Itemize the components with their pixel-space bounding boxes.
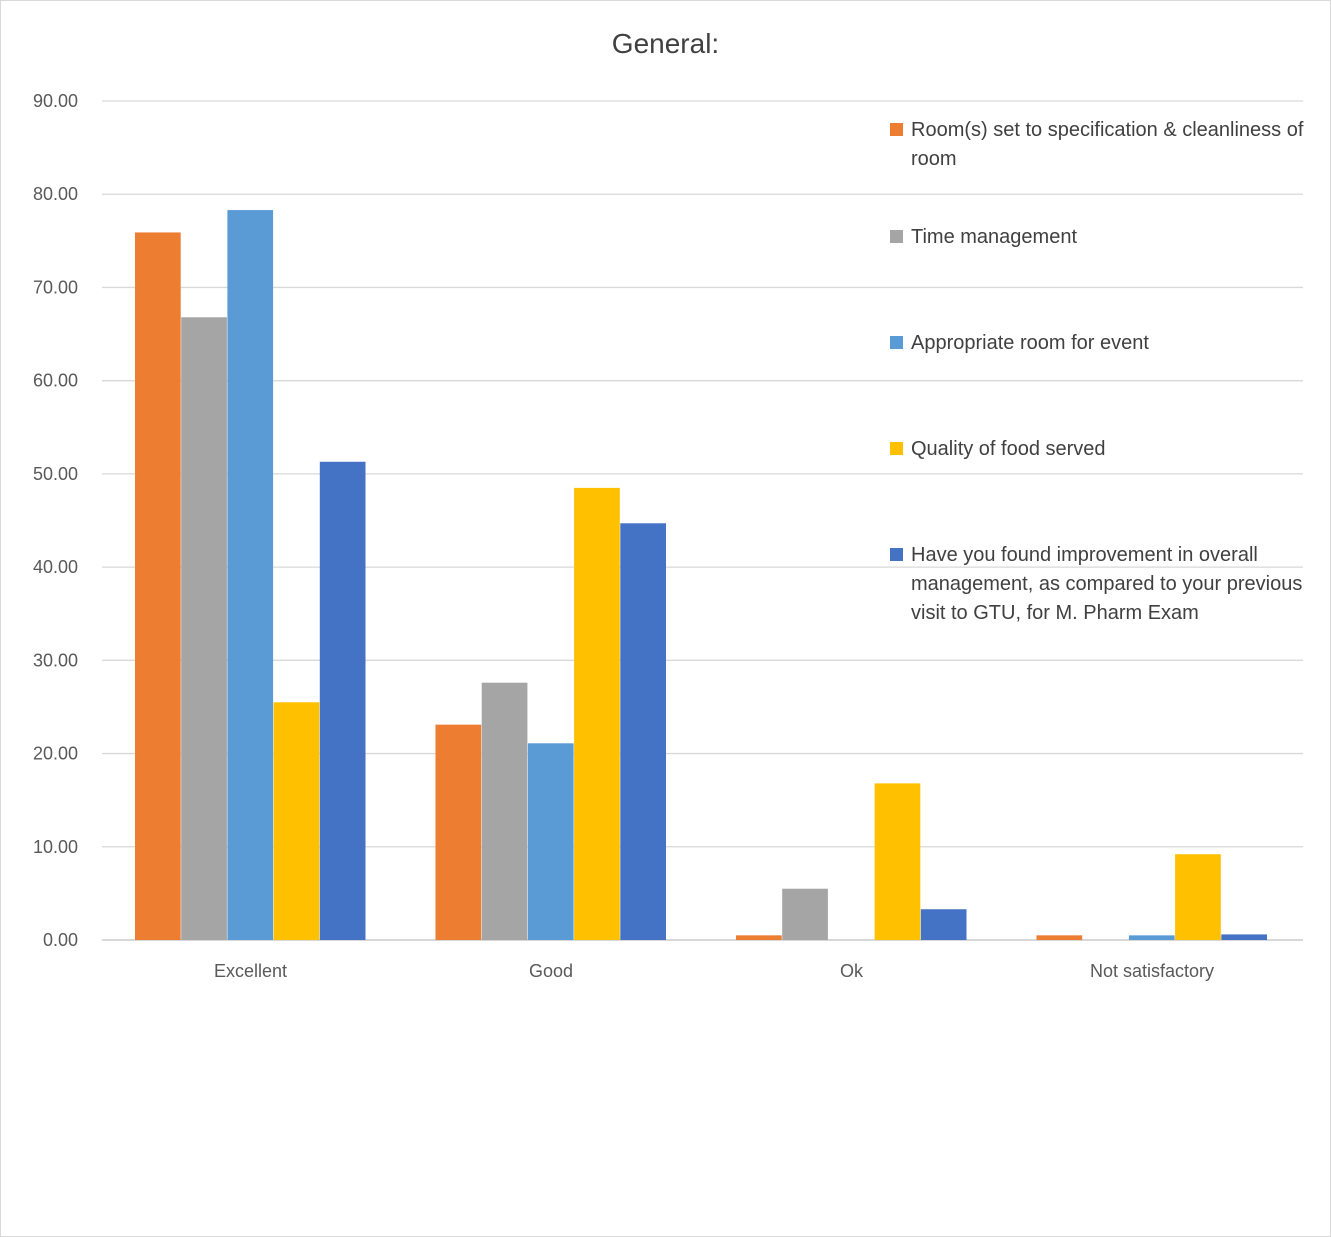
x-tick-label: Ok <box>840 961 864 981</box>
y-tick-label: 50.00 <box>33 464 78 484</box>
bar <box>135 232 181 940</box>
bar <box>227 210 274 940</box>
x-tick-label: Not satisfactory <box>1090 961 1214 981</box>
bar <box>1175 854 1221 940</box>
bar <box>620 523 666 940</box>
legend-swatch <box>890 336 903 349</box>
y-tick-label: 70.00 <box>33 277 78 297</box>
bar <box>273 702 320 940</box>
y-axis-ticks: 0.00 10.00 20.00 30.00 40.00 50.00 60.00 70.00 8… <box>33 91 78 950</box>
y-tick-label: 80.00 <box>33 184 78 204</box>
x-tick-label: Good <box>529 961 573 981</box>
y-tick-label: 30.00 <box>33 650 78 670</box>
bars <box>135 210 1267 941</box>
legend-swatch <box>890 442 903 455</box>
bar <box>574 487 620 940</box>
bar <box>736 935 782 940</box>
bar <box>1128 935 1175 940</box>
bar <box>527 743 574 940</box>
bar <box>920 909 967 940</box>
y-tick-label: 20.00 <box>33 744 78 764</box>
legend-label: Have you found improvement in overall ma… <box>911 544 1303 624</box>
bar <box>481 682 528 940</box>
legend-item: Time management <box>890 223 1330 252</box>
legend-item: Quality of food served <box>890 435 1330 464</box>
y-tick-label: 90.00 <box>33 91 78 111</box>
legend-label: Appropriate room for event <box>911 332 1149 354</box>
x-tick-label: Excellent <box>214 961 287 981</box>
legend-label: Room(s) set to specification & cleanline… <box>911 119 1304 170</box>
legend-item: Appropriate room for event <box>890 329 1330 358</box>
legend-swatch <box>890 123 903 136</box>
bar <box>782 888 828 940</box>
legend-label: Time management <box>911 226 1077 248</box>
gridlines <box>102 100 1303 941</box>
y-tick-label: 40.00 <box>33 557 78 577</box>
bar <box>1036 935 1083 940</box>
bar <box>1221 934 1267 940</box>
legend-item: Have you found improvement in overall ma… <box>890 541 1330 628</box>
y-tick-label: 10.00 <box>33 837 78 857</box>
y-tick-label: 0.00 <box>43 930 78 950</box>
legend-item: Room(s) set to specification & cleanline… <box>890 116 1330 174</box>
legend-label: Quality of food served <box>911 438 1106 460</box>
bar <box>435 724 482 940</box>
legend-swatch <box>890 548 903 561</box>
legend-swatch <box>890 230 903 243</box>
x-axis-ticks: Excellent Good Ok Not satisfactory <box>214 961 1214 981</box>
bar <box>319 461 366 940</box>
bar <box>181 317 227 941</box>
y-tick-label: 60.00 <box>33 371 78 391</box>
bar <box>874 783 921 940</box>
chart-title: General: <box>611 28 720 59</box>
